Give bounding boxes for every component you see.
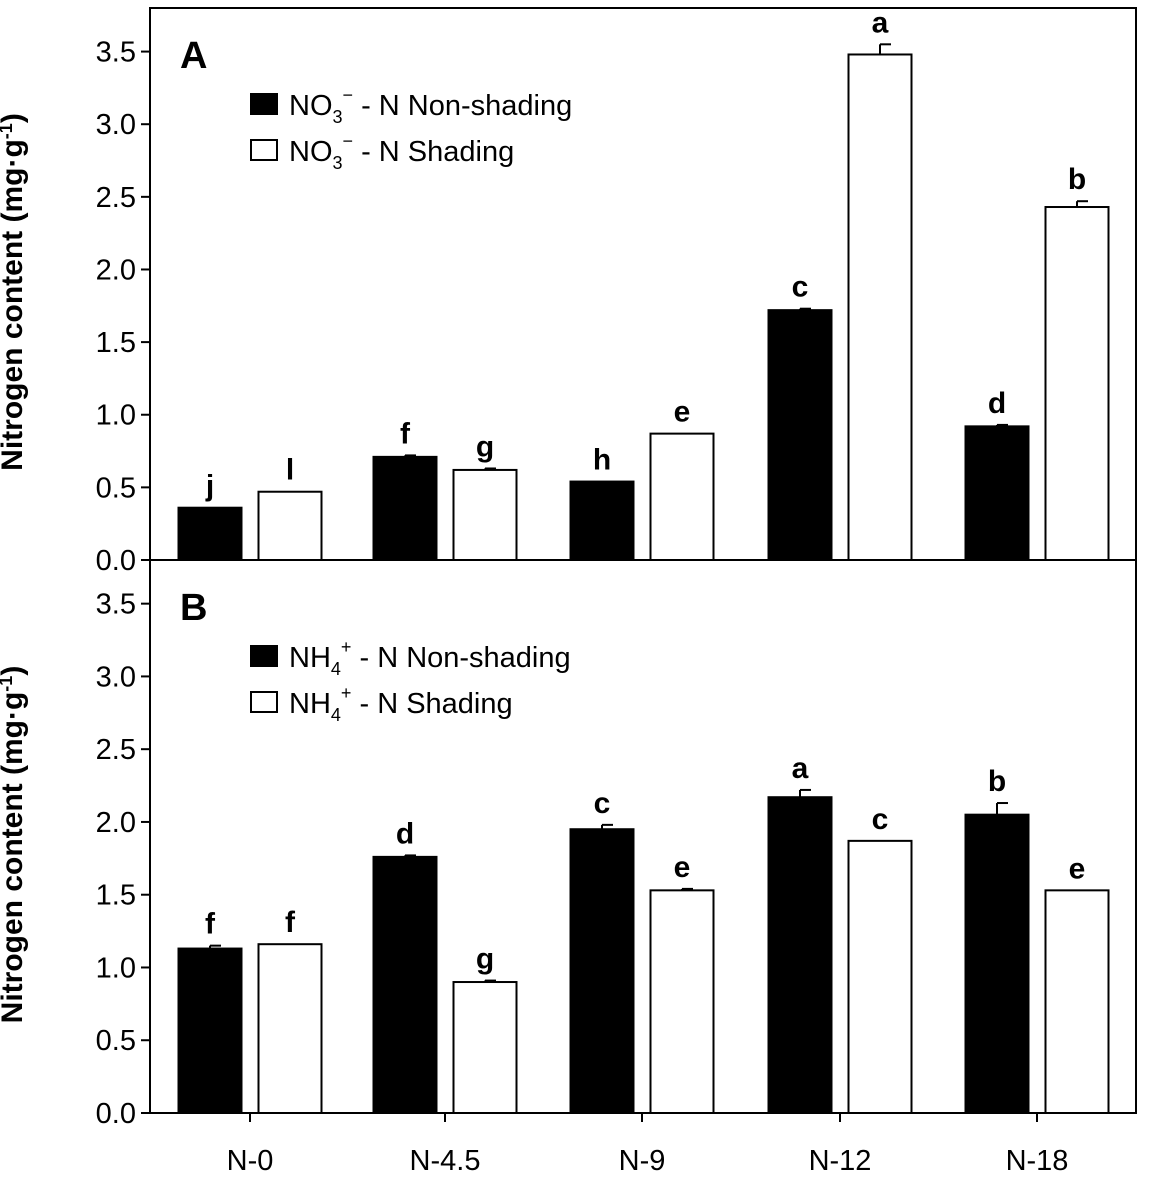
y-tick-label-b-3: 1.5 xyxy=(96,880,136,912)
bar-b-s1-c0 xyxy=(257,943,323,1114)
legend-sup: − xyxy=(343,85,354,105)
legend-prefix: NO xyxy=(289,136,333,168)
panel-label-a: A xyxy=(180,35,207,77)
x-category-label-4: N-18 xyxy=(1006,1145,1069,1177)
sig-letter-a-s0-c1: f xyxy=(400,417,411,450)
y-tick-label-b-2: 1.0 xyxy=(96,952,136,984)
bar-b-s1-c3 xyxy=(847,839,913,1114)
bar-a-s1-c2 xyxy=(649,432,715,562)
legend-suffix: - N Non-shading xyxy=(351,642,570,674)
bar-b-s0-c2 xyxy=(569,828,635,1114)
bar-a-s0-c1 xyxy=(372,455,438,561)
bar-b-s0-c0 xyxy=(177,947,243,1114)
sig-letter-b-s1-c0: f xyxy=(285,906,296,939)
y-tick-label-a-3: 1.5 xyxy=(96,327,136,359)
bar-b-s0-c3 xyxy=(767,796,833,1114)
y-axis-title-a: Nitrogen content (mg·g-1) xyxy=(0,113,29,471)
legend-sub: 3 xyxy=(333,153,343,173)
bar-a-s1-c3 xyxy=(847,53,913,561)
legend-prefix: NH xyxy=(289,688,331,720)
sig-letter-a-s0-c4: d xyxy=(988,387,1006,420)
sig-letter-b-s0-c1: d xyxy=(396,817,414,850)
x-category-labels: N-0 N-4.5 N-9 N-12 N-18 xyxy=(227,1113,1069,1177)
bar-a-s0-c4 xyxy=(964,425,1030,561)
bar-b-s1-c1 xyxy=(452,981,518,1114)
sig-letter-a-s0-c0: j xyxy=(205,470,214,503)
bar-b-s1-c2 xyxy=(649,889,715,1114)
legend-label-a-0: NO3− - N Non-shading xyxy=(289,85,572,127)
sig-letter-b-s0-c3: a xyxy=(792,752,809,785)
legend-sup: − xyxy=(343,131,354,151)
sig-letter-b-s1-c3: c xyxy=(872,803,889,836)
y-axis-title-end: ) xyxy=(0,113,29,123)
sig-letter-a-s0-c2: h xyxy=(593,444,611,477)
sig-letter-a-s1-c1: g xyxy=(476,430,494,463)
sig-letter-a-s1-c4: b xyxy=(1068,163,1086,196)
y-tick-label-a-6: 3.0 xyxy=(96,109,136,141)
sig-letter-b-s0-c4: b xyxy=(988,765,1006,798)
panel-b-chart: 0.0 0.5 1.0 1.5 2.0 2.5 3.0 3.5 Nitrogen content… xyxy=(0,559,1137,1130)
panel-a-chart: 0.0 0.5 1.0 1.5 2.0 2.5 3.0 3.5 Nitrogen content… xyxy=(0,6,1137,577)
bar-a-s1-c0 xyxy=(257,490,323,561)
sig-letter-a-s1-c0: l xyxy=(286,454,294,487)
legend-sup: + xyxy=(341,637,352,657)
legend-suffix: - N Non-shading xyxy=(353,90,572,122)
y-tick-label-b-6: 3.0 xyxy=(96,661,136,693)
bar-b-s0-c1 xyxy=(372,855,438,1114)
y-axis-title-b: Nitrogen content (mg·g-1) xyxy=(0,666,29,1024)
x-category-label-0: N-0 xyxy=(227,1145,274,1177)
legend-sub: 4 xyxy=(331,659,341,679)
y-axis-title-end: ) xyxy=(0,666,29,676)
sig-letter-b-s0-c0: f xyxy=(205,908,216,941)
sig-letter-b-s0-c2: c xyxy=(594,787,611,820)
legend-label-a-1: NO3− - N Shading xyxy=(289,131,514,173)
y-tick-label-b-1: 0.5 xyxy=(96,1025,136,1057)
y-axis-title-sup: -1 xyxy=(0,676,16,692)
legend-prefix: NH xyxy=(289,642,331,674)
sig-letter-b-s1-c1: g xyxy=(476,943,494,976)
legend-swatch-a-1 xyxy=(250,139,278,161)
legend-label-b-0: NH4+ - N Non-shading xyxy=(289,637,571,679)
legend-suffix: - N Shading xyxy=(351,688,512,720)
legend-prefix: NO xyxy=(289,90,333,122)
bar-a-s0-c2 xyxy=(569,480,635,561)
x-category-label-2: N-9 xyxy=(619,1145,666,1177)
panel-label-b: B xyxy=(180,587,207,629)
y-tick-label-b-0: 0.0 xyxy=(96,1098,136,1130)
bar-b-s0-c4 xyxy=(964,813,1030,1115)
x-category-label-3: N-12 xyxy=(809,1145,872,1177)
legend-sup: + xyxy=(341,683,352,703)
legend-sub: 3 xyxy=(333,107,343,127)
legend-swatch-b-0 xyxy=(250,645,278,667)
y-tick-label-b-7: 3.5 xyxy=(96,589,136,621)
bar-a-s0-c0 xyxy=(177,506,243,561)
legend-swatch-b-1 xyxy=(250,691,278,713)
legend-swatch-a-0 xyxy=(250,93,278,115)
bar-a-s0-c3 xyxy=(767,309,833,561)
legend-suffix: - N Shading xyxy=(353,136,514,168)
legend-label-b-1: NH4+ - N Shading xyxy=(289,683,513,725)
legend-sub: 4 xyxy=(331,705,341,725)
y-axis-title-sup: -1 xyxy=(0,123,16,139)
bar-a-s1-c4 xyxy=(1044,206,1110,561)
x-category-label-1: N-4.5 xyxy=(410,1145,481,1177)
y-tick-label-a-4: 2.0 xyxy=(96,254,136,286)
y-tick-label-a-7: 3.5 xyxy=(96,37,136,69)
sig-letter-b-s1-c4: e xyxy=(1069,852,1086,885)
bar-b-s1-c4 xyxy=(1044,889,1110,1114)
sig-letter-a-s0-c3: c xyxy=(792,271,809,304)
sig-letter-a-s1-c2: e xyxy=(674,396,691,429)
y-tick-label-a-0: 0.0 xyxy=(96,545,136,577)
y-tick-label-a-5: 2.5 xyxy=(96,182,136,214)
y-tick-label-b-4: 2.0 xyxy=(96,807,136,839)
y-axis-title-text: Nitrogen content (mg·g xyxy=(0,692,29,1024)
y-axis-title-text: Nitrogen content (mg·g xyxy=(0,139,29,471)
y-tick-label-a-1: 0.5 xyxy=(96,472,136,504)
sig-letter-b-s1-c2: e xyxy=(674,851,691,884)
bar-a-s1-c1 xyxy=(452,468,518,561)
sig-letter-a-s1-c3: a xyxy=(872,6,889,39)
y-tick-label-a-2: 1.0 xyxy=(96,400,136,432)
y-tick-label-b-5: 2.5 xyxy=(96,734,136,766)
